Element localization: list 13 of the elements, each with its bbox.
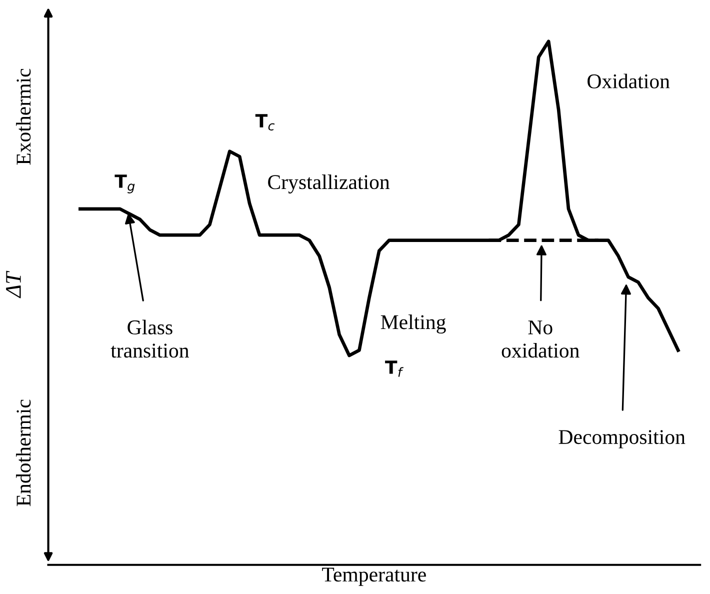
- x-axis-title: Temperature: [322, 568, 426, 586]
- annotation: Crystallization: [268, 174, 390, 194]
- text: Exothermic: [16, 68, 31, 165]
- annotation: T$_{f}$: [385, 360, 404, 377]
- annotation: Glass transition: [110, 320, 189, 358]
- annotation: T$_{c}$: [255, 114, 275, 130]
- annotation: No oxidation: [502, 320, 580, 358]
- text: Endothermic: [16, 400, 31, 506]
- annotation: Melting: [380, 314, 446, 334]
- annotation: T$_{g}$: [114, 174, 135, 194]
- annotation: Decomposition: [558, 430, 686, 448]
- y-axis-title: ΔT: [6, 270, 21, 298]
- annotation: Oxidation: [588, 74, 670, 88]
